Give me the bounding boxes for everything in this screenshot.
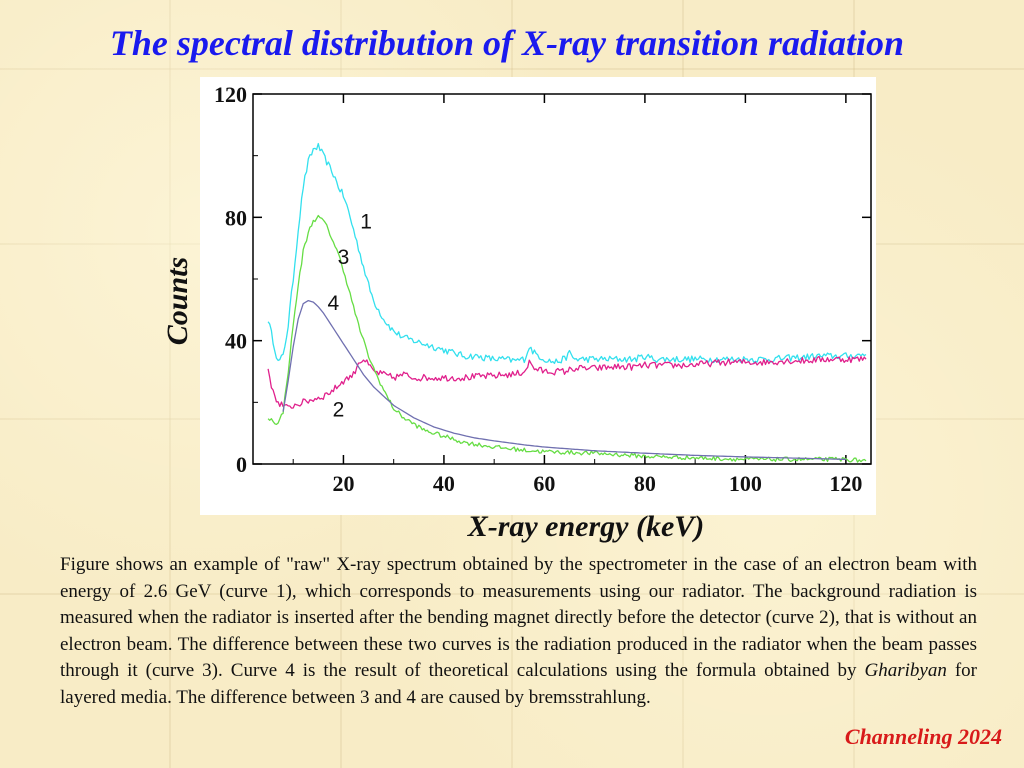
y-tick-label-120: 120 bbox=[214, 82, 247, 107]
chart-svg: 20 40 60 80 100 120 0 40 80 120 13 4 2 bbox=[214, 82, 872, 496]
x-tick-label-120: 120 bbox=[829, 471, 862, 496]
y-tick-label-80: 80 bbox=[225, 205, 247, 230]
series-line-4 bbox=[282, 299, 846, 461]
y-axis-label: Counts bbox=[161, 256, 194, 346]
series-line-1 bbox=[267, 142, 867, 365]
x-tick-label-60: 60 bbox=[533, 471, 555, 496]
y-tick-label-40: 40 bbox=[225, 329, 247, 354]
curve-label-4: 4 bbox=[328, 292, 340, 315]
page-title: The spectral distribution of X-ray trans… bbox=[109, 23, 905, 63]
x-axis-label: X-ray energy (keV) bbox=[467, 510, 705, 543]
caption-text-1: Figure shows an example of "raw" X-ray s… bbox=[60, 554, 977, 682]
figure-caption: Figure shows an example of "raw" X-ray s… bbox=[60, 552, 977, 712]
y-tick-label-0: 0 bbox=[236, 452, 247, 477]
curve-label-2: 2 bbox=[333, 399, 345, 422]
series-line-2 bbox=[267, 355, 867, 409]
curve-annotations: 13 4 2 bbox=[328, 210, 372, 421]
caption-text-2: for layered media. The difference betwee… bbox=[60, 660, 977, 708]
caption-author: Gharibyan bbox=[864, 660, 947, 682]
curve-label-3: 3 bbox=[338, 246, 350, 269]
series-group bbox=[267, 142, 867, 463]
x-tick-label-40: 40 bbox=[433, 471, 455, 496]
series-line-3 bbox=[267, 214, 867, 463]
tick-labels: 20 40 60 80 100 120 0 40 80 120 bbox=[214, 82, 862, 496]
x-tick-label-80: 80 bbox=[634, 471, 656, 496]
x-tick-label-100: 100 bbox=[729, 471, 762, 496]
conference-footer: Channeling 2024 bbox=[844, 724, 1002, 749]
curve-label-1: 1 bbox=[360, 210, 372, 233]
x-tick-label-20: 20 bbox=[332, 471, 354, 496]
